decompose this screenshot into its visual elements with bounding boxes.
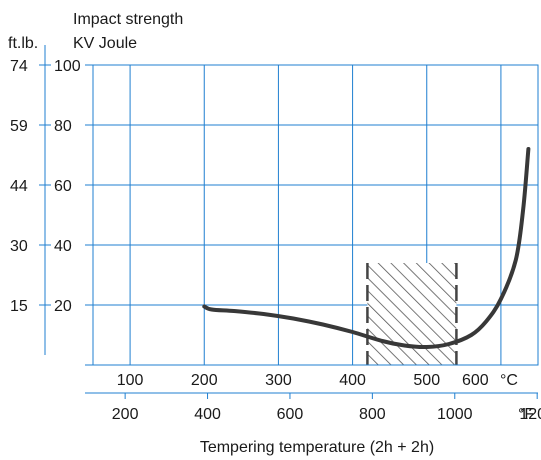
curve: [202, 147, 531, 350]
y-tick-label-ftlb-59: 59: [10, 118, 28, 135]
x-tick-label-c-600: 600: [462, 372, 489, 389]
hatched-region: [366, 263, 458, 365]
y-tick-label-ftlb-30: 30: [10, 238, 28, 255]
x-tick-label-c-200: 200: [191, 372, 218, 389]
x-tick-label-c-400: 400: [339, 372, 366, 389]
hatched-fill: [367, 263, 457, 365]
x-tick-label-f-600: 600: [277, 406, 304, 423]
grid: [92, 64, 539, 366]
axes: 20 40 60 80 100 74 59 44 30 15 100 200 300 400 500 200 4…: [10, 45, 541, 423]
x-unit-fahrenheit: °F: [518, 406, 534, 423]
left-unit-label: ft.lb.: [8, 35, 38, 52]
chart-title-line-1: Impact strength: [73, 11, 183, 28]
x-tick-label-c-300: 300: [265, 372, 292, 389]
chart-title-line-2: KV Joule: [73, 35, 137, 52]
x-tick-label-f-800: 800: [359, 406, 386, 423]
y-tick-label-joule-20: 20: [54, 298, 72, 315]
x-tick-label-f-400: 400: [194, 406, 221, 423]
y-tick-label-joule-60: 60: [54, 178, 72, 195]
y-tick-label-ftlb-74: 74: [10, 58, 28, 75]
x-unit-celsius: °C: [500, 372, 518, 389]
x-tick-label-f-200: 200: [112, 406, 139, 423]
x-tick-label-c-100: 100: [117, 372, 144, 389]
x-axis-label: Tempering temperature (2h + 2h): [200, 439, 434, 456]
plot-frame: [92, 64, 539, 366]
x-tick-label-f-1200: 1200: [519, 406, 541, 423]
y-tick-label-joule-80: 80: [54, 118, 72, 135]
y-tick-label-ftlb-44: 44: [10, 178, 28, 195]
x-tick-label-c-500: 500: [413, 372, 440, 389]
y-tick-label-joule-40: 40: [54, 238, 72, 255]
y-tick-label-joule-100: 100: [54, 58, 81, 75]
y-tick-label-ftlb-15: 15: [10, 298, 28, 315]
x-tick-label-f-1000: 1000: [437, 406, 473, 423]
